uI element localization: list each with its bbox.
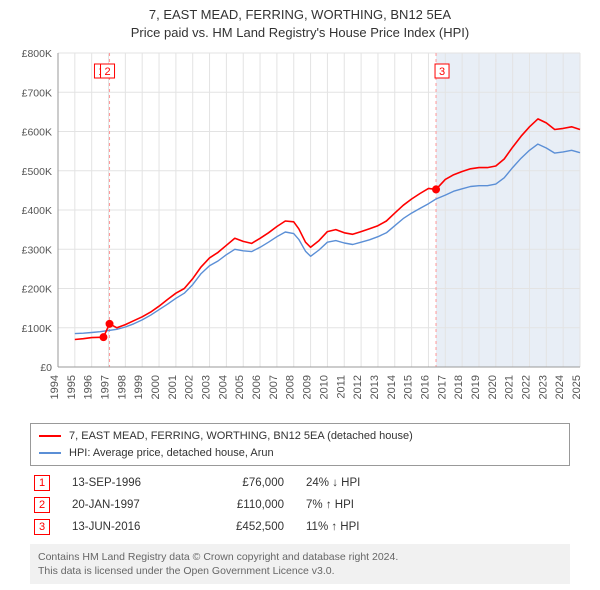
- chart-container: { "title": { "line1": "7, EAST MEAD, FER…: [0, 0, 600, 590]
- svg-text:2023: 2023: [537, 375, 549, 399]
- sale-event-row: 2 20-JAN-1997 £110,000 7% ↑ HPI: [30, 494, 570, 516]
- sale-events-table: 1 13-SEP-1996 £76,000 24% ↓ HPI 2 20-JAN…: [30, 472, 570, 538]
- legend-swatch: [39, 435, 61, 437]
- svg-text:2021: 2021: [504, 375, 516, 399]
- chart-plot: £0 £100K £200K £300K £400K £500K £600K £700K £80…: [10, 47, 590, 417]
- svg-text:2: 2: [104, 66, 110, 78]
- sale-event-date: 13-SEP-1996: [72, 477, 182, 489]
- svg-text:2019: 2019: [470, 375, 482, 399]
- legend-item: 7, EAST MEAD, FERRING, WORTHING, BN12 5E…: [39, 428, 561, 445]
- sale-event-delta: 11% ↑ HPI: [306, 521, 416, 533]
- attribution-box: Contains HM Land Registry data © Crown c…: [30, 544, 570, 584]
- svg-text:£100K: £100K: [22, 323, 52, 335]
- svg-text:2006: 2006: [251, 375, 263, 399]
- svg-text:1996: 1996: [83, 375, 95, 399]
- svg-text:2022: 2022: [520, 375, 532, 399]
- chart-svg: £0 £100K £200K £300K £400K £500K £600K £700K £80…: [10, 47, 590, 417]
- sale-event-price: £76,000: [204, 477, 284, 489]
- legend-label: HPI: Average price, detached house, Arun: [69, 445, 274, 462]
- sale-event-delta: 7% ↑ HPI: [306, 499, 416, 511]
- svg-text:2002: 2002: [184, 375, 196, 399]
- legend-label: 7, EAST MEAD, FERRING, WORTHING, BN12 5E…: [69, 428, 413, 445]
- svg-text:1997: 1997: [100, 375, 112, 399]
- svg-text:£600K: £600K: [22, 127, 52, 139]
- svg-text:2025: 2025: [571, 375, 583, 399]
- svg-text:1998: 1998: [116, 375, 128, 399]
- svg-text:£800K: £800K: [22, 48, 52, 60]
- svg-text:2012: 2012: [352, 375, 364, 399]
- attribution-line: Contains HM Land Registry data © Crown c…: [38, 550, 562, 564]
- svg-text:2010: 2010: [318, 375, 330, 399]
- sale-event-number: 1: [34, 475, 50, 491]
- svg-text:£500K: £500K: [22, 166, 52, 178]
- sale-event-number: 3: [34, 519, 50, 535]
- chart-legend: 7, EAST MEAD, FERRING, WORTHING, BN12 5E…: [30, 423, 570, 466]
- svg-text:2007: 2007: [268, 375, 280, 399]
- sale-event-delta: 24% ↓ HPI: [306, 477, 416, 489]
- svg-text:£700K: £700K: [22, 87, 52, 99]
- svg-text:2015: 2015: [403, 375, 415, 399]
- sale-event-date: 13-JUN-2016: [72, 521, 182, 533]
- svg-text:2013: 2013: [369, 375, 381, 399]
- chart-title-block: 7, EAST MEAD, FERRING, WORTHING, BN12 5E…: [10, 6, 590, 41]
- svg-text:2005: 2005: [234, 375, 246, 399]
- svg-text:2018: 2018: [453, 375, 465, 399]
- svg-text:2008: 2008: [285, 375, 297, 399]
- svg-text:2000: 2000: [150, 375, 162, 399]
- svg-text:2020: 2020: [487, 375, 499, 399]
- sale-event-date: 20-JAN-1997: [72, 499, 182, 511]
- svg-text:2009: 2009: [302, 375, 314, 399]
- svg-text:£400K: £400K: [22, 205, 52, 217]
- svg-text:1995: 1995: [66, 375, 78, 399]
- svg-text:1999: 1999: [133, 375, 145, 399]
- chart-title-line1: 7, EAST MEAD, FERRING, WORTHING, BN12 5E…: [10, 6, 590, 24]
- svg-text:3: 3: [439, 66, 445, 78]
- svg-text:2003: 2003: [201, 375, 213, 399]
- svg-text:2004: 2004: [217, 375, 229, 399]
- svg-text:2014: 2014: [386, 375, 398, 399]
- sale-event-price: £452,500: [204, 521, 284, 533]
- legend-item: HPI: Average price, detached house, Arun: [39, 445, 561, 462]
- svg-text:1994: 1994: [49, 375, 61, 399]
- sale-event-number: 2: [34, 497, 50, 513]
- sale-event-row: 1 13-SEP-1996 £76,000 24% ↓ HPI: [30, 472, 570, 494]
- svg-text:2024: 2024: [554, 375, 566, 399]
- svg-text:2001: 2001: [167, 375, 179, 399]
- sale-event-row: 3 13-JUN-2016 £452,500 11% ↑ HPI: [30, 516, 570, 538]
- svg-text:£300K: £300K: [22, 244, 52, 256]
- svg-text:2011: 2011: [335, 375, 347, 399]
- svg-text:2016: 2016: [419, 375, 431, 399]
- svg-text:£0: £0: [40, 362, 52, 374]
- chart-title-line2: Price paid vs. HM Land Registry's House …: [10, 24, 590, 42]
- legend-swatch: [39, 452, 61, 454]
- sale-event-price: £110,000: [204, 499, 284, 511]
- attribution-line: This data is licensed under the Open Gov…: [38, 564, 562, 578]
- svg-text:£200K: £200K: [22, 284, 52, 296]
- svg-text:2017: 2017: [436, 375, 448, 399]
